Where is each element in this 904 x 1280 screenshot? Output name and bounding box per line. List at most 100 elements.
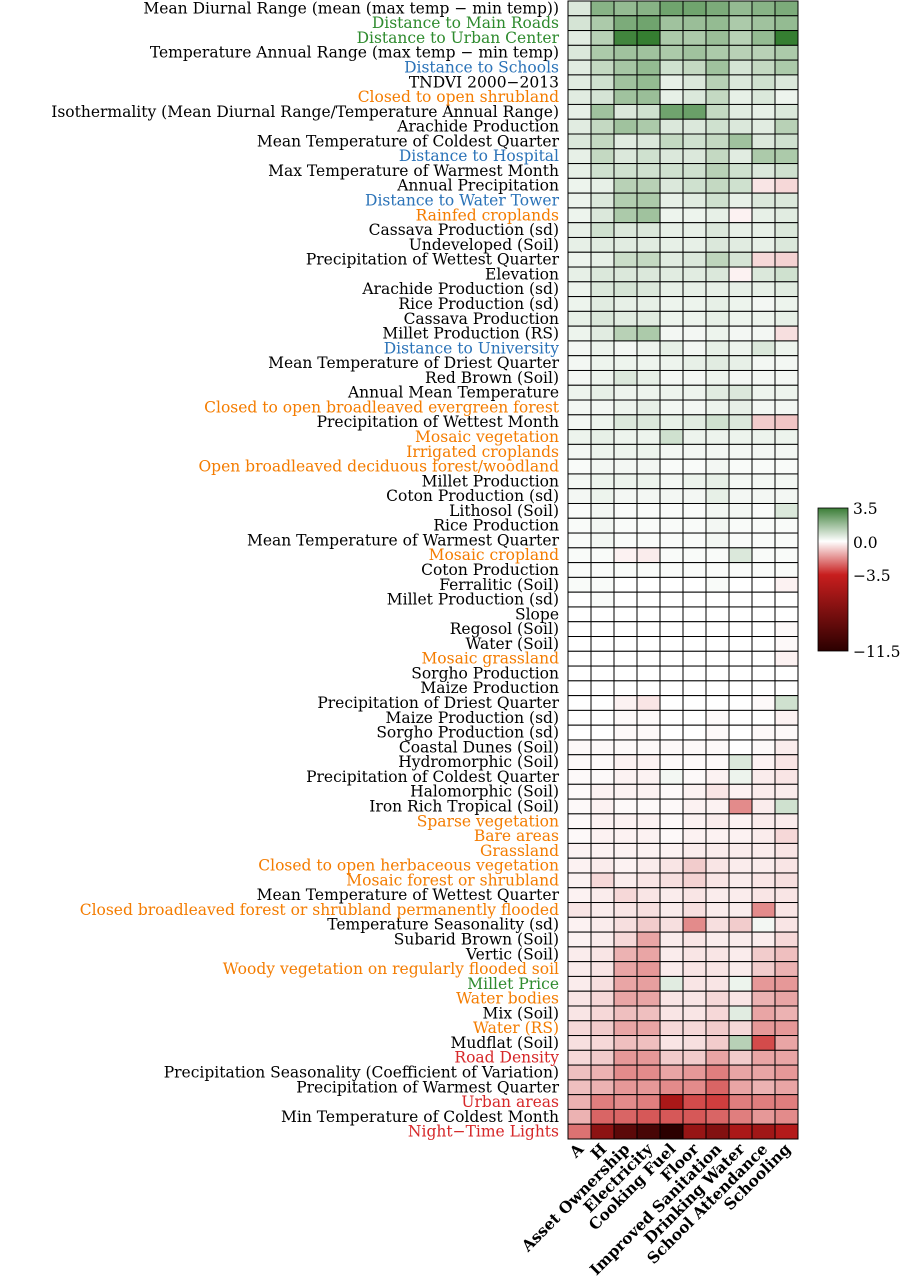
heatmap-cell (659, 606, 684, 623)
heatmap-cell (590, 576, 615, 593)
heatmap-cell (613, 488, 638, 504)
heatmap-cell (613, 355, 638, 371)
heatmap-cell (590, 30, 615, 46)
row-label: Sorgho Production (411, 664, 559, 682)
heatmap-cell (774, 414, 799, 431)
heatmap-cell (613, 502, 638, 519)
heatmap-cell (774, 709, 799, 726)
heatmap-cell (728, 754, 753, 771)
heatmap-cell (636, 281, 661, 298)
heatmap-cell (567, 192, 592, 209)
heatmap-cell (751, 532, 776, 549)
heatmap-cell (659, 89, 684, 105)
heatmap-cell (636, 30, 661, 46)
heatmap-cell (636, 562, 661, 578)
heatmap-cell (590, 443, 615, 460)
heatmap-cell (728, 798, 753, 815)
heatmap-cell (728, 44, 753, 61)
heatmap-cell (659, 665, 684, 682)
heatmap-cell (567, 606, 592, 623)
heatmap-cell (636, 591, 661, 608)
heatmap-cell (682, 842, 707, 859)
colorbar-tick-label: −3.5 (853, 567, 891, 585)
heatmap-cell (659, 148, 684, 165)
heatmap-cell (613, 798, 638, 815)
heatmap-cell (751, 44, 776, 61)
row-label: Precipitation of Warmest Quarter (296, 1078, 559, 1096)
heatmap-cell (774, 1108, 799, 1125)
heatmap-cell (705, 340, 730, 357)
heatmap-cell (659, 0, 684, 17)
heatmap-cell (590, 562, 615, 578)
heatmap-cell (636, 1020, 661, 1037)
heatmap-cell (705, 857, 730, 874)
heatmap-cell (705, 975, 730, 992)
heatmap-cell (613, 902, 638, 918)
heatmap-cell (751, 15, 776, 32)
heatmap-cell (705, 429, 730, 445)
row-label: Halomorphic (Soil) (410, 783, 559, 801)
row-label: Distance to Schools (404, 59, 559, 77)
heatmap-cell (590, 547, 615, 564)
heatmap-cell (705, 828, 730, 844)
heatmap-cell (613, 1079, 638, 1096)
heatmap-cell (659, 473, 684, 490)
heatmap-cell (659, 798, 684, 815)
heatmap-cell (590, 1123, 615, 1140)
heatmap-cell (751, 606, 776, 623)
heatmap-cell (705, 222, 730, 238)
heatmap-cell (613, 724, 638, 741)
heatmap-cell (613, 148, 638, 165)
heatmap-cell (659, 44, 684, 61)
heatmap-cell (705, 59, 730, 76)
heatmap-cell (590, 828, 615, 844)
row-label: Cassava Production (sd) (369, 221, 559, 239)
heatmap-cell (613, 414, 638, 431)
heatmap-cell (590, 118, 615, 135)
heatmap-cell (613, 857, 638, 874)
heatmap-cell (705, 887, 730, 904)
row-label: Lithosol (Soil) (449, 502, 559, 520)
heatmap-cell (682, 458, 707, 475)
heatmap-cell (774, 798, 799, 815)
heatmap-cell (636, 251, 661, 268)
heatmap-cell (774, 665, 799, 682)
heatmap-cell (659, 30, 684, 46)
row-label: Millet Production (422, 472, 559, 490)
heatmap-cell (751, 103, 776, 120)
row-label: Millet Production (sd) (387, 591, 559, 609)
heatmap-cell (636, 369, 661, 386)
heatmap-cell (636, 384, 661, 401)
heatmap-cell (774, 946, 799, 963)
heatmap-cell (682, 30, 707, 46)
row-label: Distance to Water Tower (365, 192, 560, 210)
heatmap-cell (751, 783, 776, 800)
heatmap-cell (682, 961, 707, 977)
heatmap-cell (613, 783, 638, 800)
heatmap-cell (567, 1049, 592, 1066)
heatmap-cell (682, 769, 707, 785)
heatmap-cell (705, 606, 730, 623)
heatmap-cell (613, 236, 638, 253)
heatmap-cell (728, 783, 753, 800)
heatmap-cell (728, 636, 753, 652)
heatmap-cell (751, 547, 776, 564)
heatmap-cell (682, 163, 707, 179)
row-label: Maize Production (sd) (386, 709, 560, 727)
heatmap-cell (728, 310, 753, 327)
heatmap-cell (636, 443, 661, 460)
heatmap-cell (659, 399, 684, 416)
heatmap-cell (567, 946, 592, 963)
heatmap-cell (636, 916, 661, 933)
heatmap-cell (590, 975, 615, 992)
heatmap-cell (774, 236, 799, 253)
heatmap-cell (636, 1123, 661, 1140)
heatmap-cell (590, 990, 615, 1007)
heatmap-cell (774, 399, 799, 416)
row-label: Hydromorphic (Soil) (398, 753, 559, 771)
heatmap-cell (567, 1079, 592, 1096)
heatmap-cell (567, 177, 592, 194)
heatmap-cell (613, 872, 638, 889)
heatmap-cell (636, 695, 661, 711)
heatmap-cell (751, 842, 776, 859)
